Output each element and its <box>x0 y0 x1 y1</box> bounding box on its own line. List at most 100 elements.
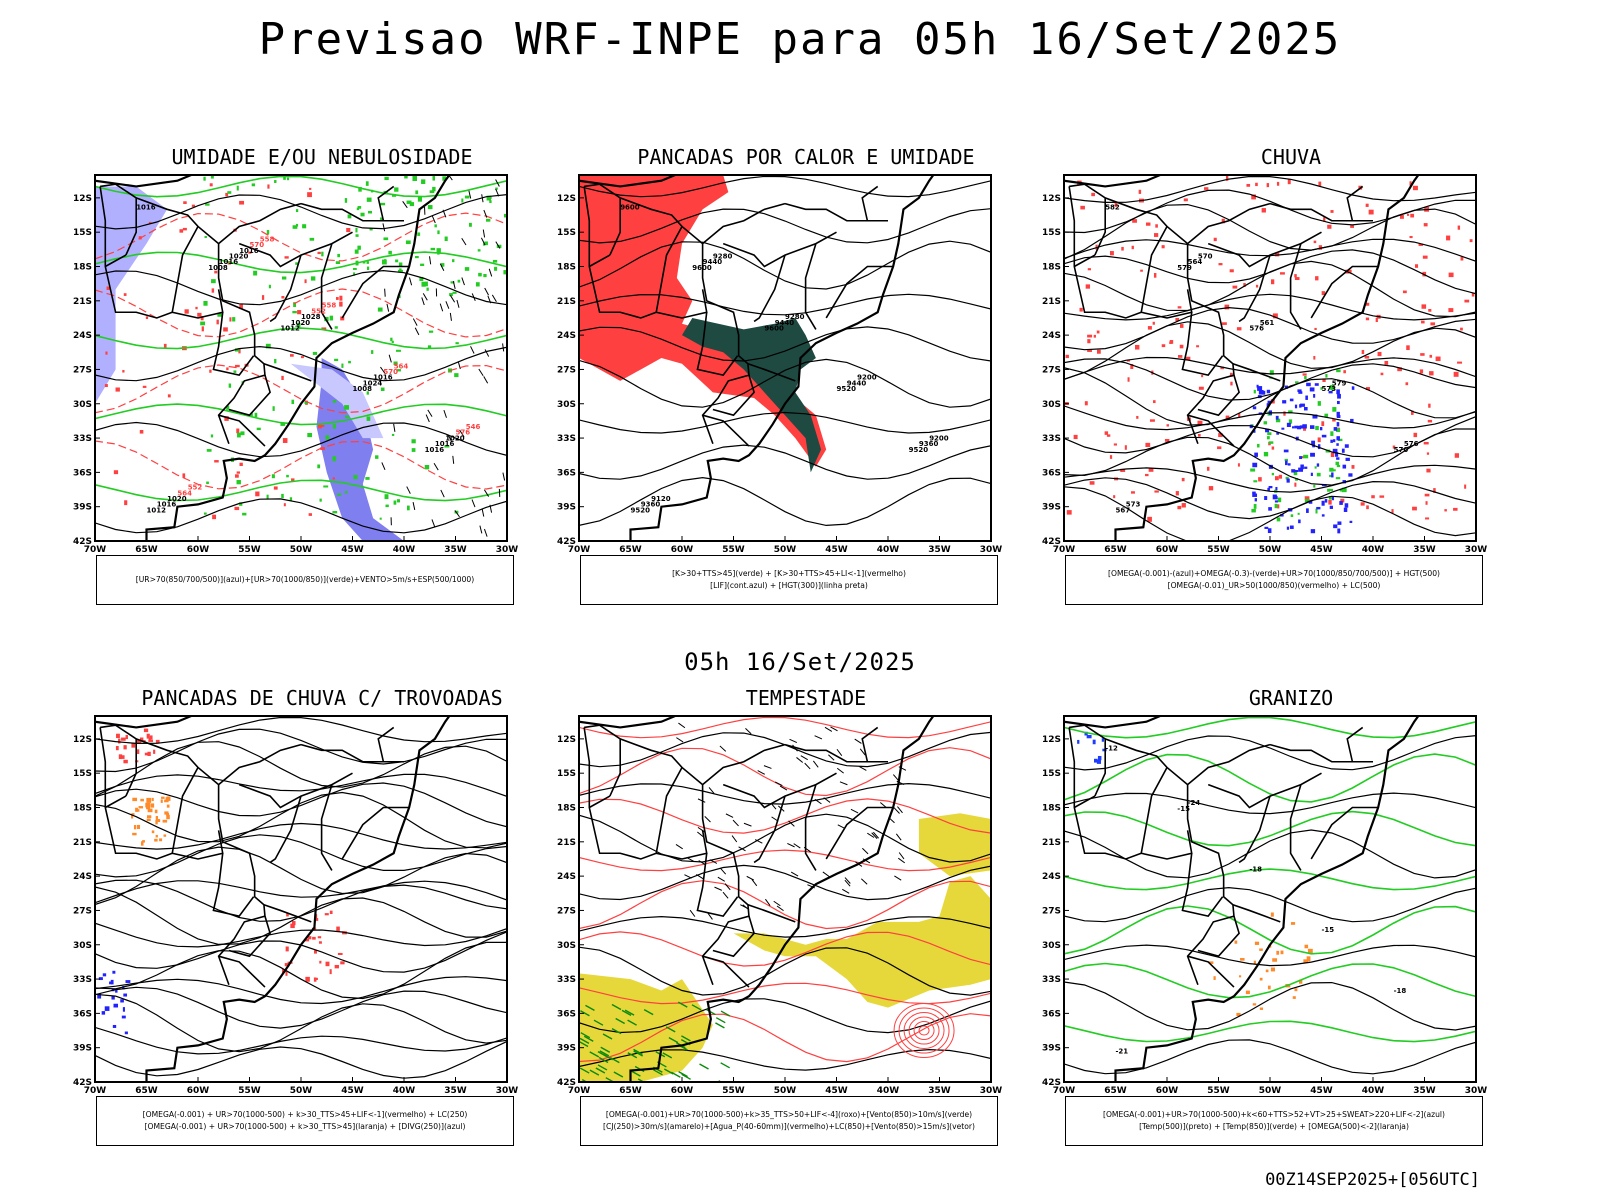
legend-line-2: [OMEGA(-0.01)_UR>50(1000/850)(vermelho) … <box>1167 581 1381 590</box>
field-speckle <box>345 415 350 418</box>
wind-vector <box>675 844 683 850</box>
wind-vector <box>600 1046 611 1053</box>
state-border <box>1069 724 1235 986</box>
wind-vector <box>484 287 489 296</box>
lon-label: 65W <box>1104 545 1127 553</box>
lat-label: 39S <box>1042 1044 1061 1054</box>
field-speckle <box>110 979 114 985</box>
field-speckle <box>148 221 152 224</box>
wind-vector <box>671 1071 681 1078</box>
field-speckle <box>1181 503 1186 508</box>
contour-line <box>95 175 507 198</box>
field-speckle <box>1177 505 1182 510</box>
wind-vector <box>814 798 822 805</box>
contour-line <box>579 880 991 930</box>
field-speckle <box>380 217 383 220</box>
field-speckle <box>214 270 218 274</box>
lat-label: 15S <box>73 769 92 779</box>
field-speckle <box>366 391 369 395</box>
field-speckle <box>179 229 184 233</box>
contour-line <box>1064 810 1476 847</box>
field-speckle <box>411 439 416 444</box>
field-speckle <box>118 738 121 744</box>
field-speckle <box>449 293 453 297</box>
field-speckle <box>1080 205 1085 210</box>
contour-line <box>1064 203 1476 260</box>
field-speckle <box>291 921 296 926</box>
field-speckle <box>367 210 373 214</box>
lat-label: 12S <box>73 735 92 745</box>
contour-label: -15 <box>1177 805 1190 813</box>
field-speckle <box>427 205 433 210</box>
contour-line <box>1064 753 1476 803</box>
field-speckle <box>1312 414 1318 419</box>
wind-vector <box>579 1037 590 1044</box>
lon-label: 45W <box>825 545 848 553</box>
field-speckle <box>1402 290 1407 294</box>
shaded-area <box>95 186 168 404</box>
field-speckle <box>1405 382 1409 386</box>
lat-label: 24S <box>1042 331 1061 341</box>
contour-line <box>579 813 991 863</box>
field-speckle <box>236 185 239 191</box>
contour-line <box>95 716 507 745</box>
state-border <box>269 795 302 864</box>
field-speckle <box>1220 366 1224 370</box>
field-speckle <box>377 307 383 312</box>
legend-line-1: [OMEGA(-0.001) + UR>70(1000-500) + k>30_… <box>142 1110 468 1119</box>
map-pancadas-calor: 9600960096009520952095209440944094409360… <box>557 174 1002 553</box>
panel-title: CHUVA <box>1260 145 1322 169</box>
field-speckle <box>417 196 423 202</box>
field-speckle <box>1294 988 1298 992</box>
field-speckle <box>166 804 170 808</box>
field-speckle <box>417 232 421 236</box>
field-speckle <box>289 497 293 502</box>
field-speckle <box>1433 488 1436 493</box>
state-border <box>1181 853 1224 918</box>
lon-label: 70W <box>568 545 591 553</box>
field-speckle <box>1132 219 1137 223</box>
panel-granizo: GRANIZO -12 -15 -18 -15 -18 -21 -24 12S 15S 18S 21… <box>1041 686 1541 1186</box>
lat-label: 24S <box>557 872 576 882</box>
wind-vector <box>898 852 905 860</box>
field-speckle <box>1446 235 1451 241</box>
field-speckle <box>399 268 402 272</box>
wind-vector <box>894 875 902 881</box>
lat-label: 30S <box>73 400 92 410</box>
field-speckle <box>1340 498 1345 503</box>
field-speckle <box>344 490 348 494</box>
contour-label: 9360 <box>919 440 939 448</box>
coastline <box>579 175 935 541</box>
field-speckle <box>1282 400 1287 404</box>
field-speckle <box>295 262 299 265</box>
field-speckle <box>209 183 213 187</box>
contour-line <box>95 194 507 230</box>
field-speckle <box>203 301 208 306</box>
field-speckle <box>161 796 165 799</box>
contour-label: 1012 <box>147 506 167 514</box>
field-speckle <box>104 1006 110 1011</box>
field-speckle <box>282 438 288 443</box>
field-speckle <box>197 312 202 317</box>
wind-vector <box>593 1019 604 1026</box>
field-speckle <box>1335 461 1340 466</box>
field-speckle <box>1087 268 1091 271</box>
wind-vector <box>844 877 851 884</box>
field-speckle <box>415 190 419 195</box>
field-speckle <box>434 224 437 228</box>
coastline <box>1064 175 1420 541</box>
field-speckle <box>1106 434 1111 437</box>
contour-label: 1016 <box>373 374 393 382</box>
field-speckle <box>1152 321 1155 325</box>
field-speckle <box>344 198 348 203</box>
field-speckle <box>1147 516 1152 522</box>
field-speckle <box>1270 967 1276 972</box>
field-speckle <box>1297 425 1302 430</box>
state-border <box>1068 727 1142 860</box>
wind-vector <box>698 860 706 866</box>
state-border <box>753 254 786 323</box>
wind-vector <box>704 816 711 823</box>
wind-vector <box>722 891 729 899</box>
contour-label: 558 <box>322 302 337 310</box>
lat-label: 39S <box>1042 503 1061 513</box>
